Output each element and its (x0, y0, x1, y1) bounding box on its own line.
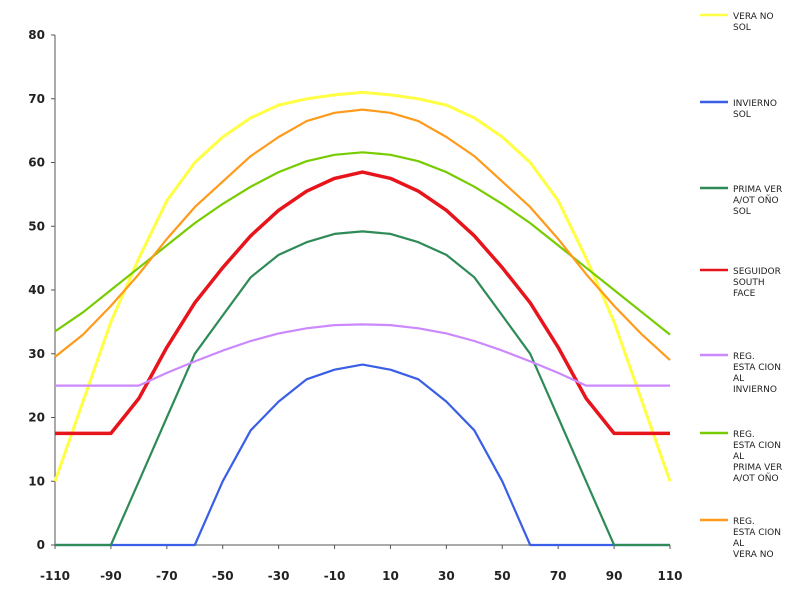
legend-label: REG. (733, 517, 755, 527)
x-tick-label: 110 (657, 569, 682, 583)
legend-label: SEGUIDOR (733, 267, 781, 277)
y-tick-label: 60 (28, 156, 45, 170)
legend-label: INVIERNO (733, 385, 777, 395)
series-line (55, 363, 670, 547)
legend-label: A/OT OÑO (733, 195, 779, 206)
axes: 0 10 20 30 40 50 60 70 80 -110 -90 -70 -50 -30 -10 10 30… (28, 28, 682, 583)
x-tick-label: 10 (382, 569, 399, 583)
x-tick-label: -90 (100, 569, 122, 583)
legend-label: ESTA CION (733, 441, 781, 451)
series-line (55, 230, 670, 547)
legend-label: SOUTH (733, 278, 765, 288)
legend-label: PRIMA VER (733, 463, 782, 473)
y-tick-label: 50 (28, 219, 45, 233)
legend-label: REG. (733, 430, 755, 440)
series-line (55, 323, 670, 387)
x-tick-label: -30 (268, 569, 290, 583)
series-line (53, 90, 672, 482)
x-tick-label: 70 (550, 569, 567, 583)
legend-label: AL (733, 374, 744, 384)
series-line (54, 151, 671, 336)
x-tick-label: 90 (606, 569, 623, 583)
legend-label: A/OT OÑO (733, 473, 779, 484)
legend-label: VERA NO (733, 12, 774, 22)
legend-label: FACE (733, 289, 756, 299)
legend-label: AL (733, 539, 744, 549)
x-tick-label: 30 (438, 569, 455, 583)
x-tick-label: -50 (212, 569, 234, 583)
x-tick-label: -110 (40, 569, 70, 583)
legend-label: AL (733, 452, 744, 462)
legend-label: SOL (733, 23, 751, 33)
legend-label: SOL (733, 207, 751, 217)
legend-label: SOL (733, 110, 751, 120)
x-tick-label: -10 (324, 569, 346, 583)
legend-label: PRIMA VER (733, 185, 782, 195)
legend-label: ESTA CION (733, 363, 781, 373)
series-layer (53, 90, 672, 547)
y-tick-label: 20 (28, 411, 45, 425)
series-line (55, 170, 670, 436)
y-tick-label: 70 (28, 92, 45, 106)
x-tick-label: 50 (494, 569, 511, 583)
x-tick-label: -70 (156, 569, 178, 583)
y-tick-label: 40 (28, 283, 45, 297)
y-tick-label: 30 (28, 347, 45, 361)
legend-label: REG. (733, 352, 755, 362)
legend-label: VERA NO (733, 550, 774, 560)
y-tick-label: 0 (37, 538, 45, 552)
y-tick-label: 10 (28, 474, 45, 488)
series-line (54, 108, 671, 361)
y-tick-label: 80 (28, 28, 45, 42)
legend-label: ESTA CION (733, 528, 781, 538)
legend-label: INVIERNO (733, 99, 777, 109)
